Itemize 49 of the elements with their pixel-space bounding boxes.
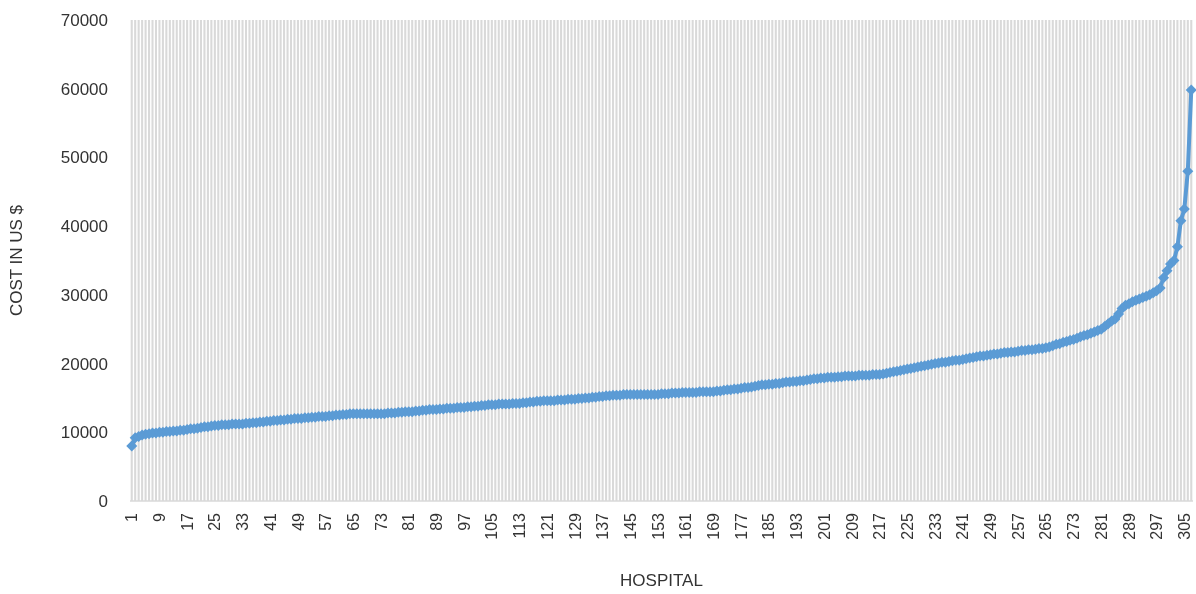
y-tick-label: 50000 [60, 148, 108, 168]
x-tick-label: 169 [705, 512, 723, 540]
y-tick-label: 10000 [60, 423, 108, 443]
x-tick-label: 185 [760, 512, 778, 540]
y-tick-label: 40000 [60, 217, 108, 237]
x-tick-label: 257 [1009, 512, 1027, 540]
x-tick-label: 177 [732, 512, 750, 540]
x-tick-label: 217 [871, 512, 889, 540]
x-tick-label: 105 [483, 512, 501, 540]
x-tick-label: 305 [1175, 512, 1193, 540]
y-tick-label: 20000 [60, 354, 108, 374]
x-tick-label: 1 [123, 512, 141, 522]
x-tick-label: 57 [317, 512, 335, 531]
x-tick-label: 281 [1092, 512, 1110, 540]
x-tick-label: 201 [815, 512, 833, 540]
x-tick-label: 249 [982, 512, 1000, 540]
x-tick-label: 289 [1120, 512, 1138, 540]
x-tick-label: 233 [926, 512, 944, 540]
x-tick-label: 241 [954, 512, 972, 540]
x-tick-label: 33 [234, 512, 252, 531]
x-tick-label: 25 [206, 512, 224, 531]
x-tick-label: 81 [400, 512, 418, 531]
x-tick-label: 113 [511, 512, 529, 539]
x-tick-label: 49 [289, 512, 307, 531]
x-tick-label: 65 [344, 512, 362, 531]
y-tick-label: 30000 [60, 285, 108, 305]
x-tick-label: 273 [1065, 512, 1083, 540]
x-tick-label: 121 [538, 512, 556, 540]
x-axis-title: HOSPITAL [620, 571, 703, 590]
x-tick-label: 193 [788, 512, 806, 540]
x-tick-label: 137 [594, 512, 612, 540]
y-tick-label: 70000 [60, 10, 108, 30]
x-tick-label: 145 [621, 512, 639, 540]
x-tick-label: 17 [178, 512, 196, 531]
x-tick-label: 89 [428, 512, 446, 531]
x-tick-label: 297 [1148, 512, 1166, 540]
x-tick-label: 153 [649, 512, 667, 540]
x-tick-label: 161 [677, 512, 695, 540]
x-tick-label: 9 [151, 512, 169, 522]
x-tick-label: 41 [261, 512, 279, 531]
x-tick-label: 225 [898, 512, 916, 540]
x-tick-label: 265 [1037, 512, 1055, 540]
x-tick-label: 129 [566, 512, 584, 540]
y-tick-label: 60000 [60, 79, 108, 99]
x-tick-label: 209 [843, 512, 861, 540]
y-axis-title: COST IN US $ [7, 204, 26, 317]
x-tick-label: 73 [372, 512, 390, 531]
x-tick-label: 97 [455, 512, 473, 531]
y-tick-label: 0 [98, 491, 108, 511]
